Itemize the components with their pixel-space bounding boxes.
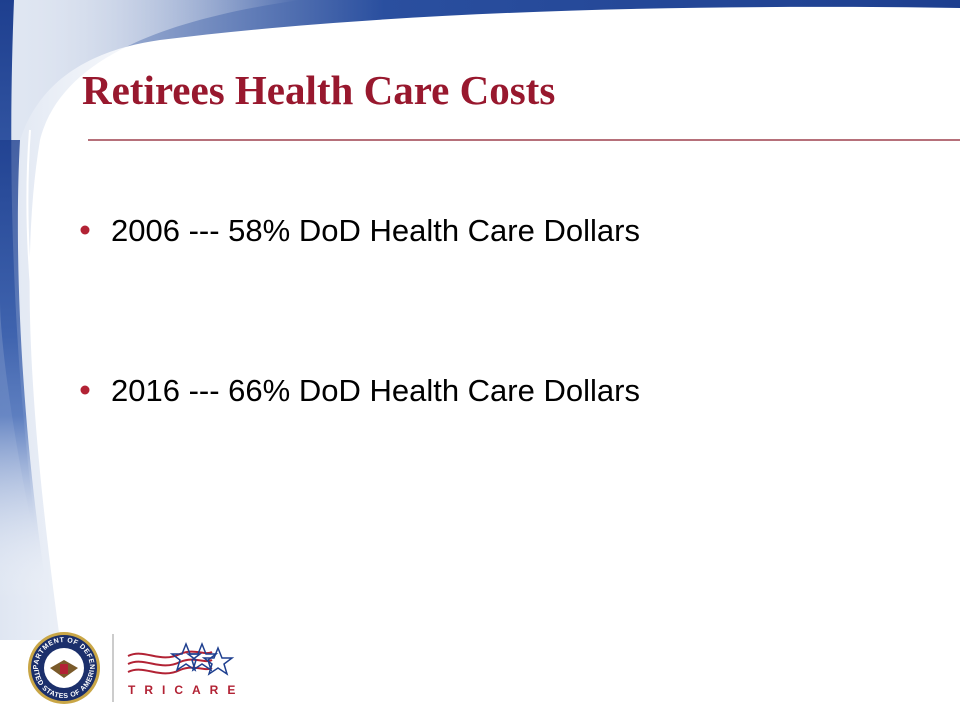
bullet-text: 2016 --- 66% DoD Health Care Dollars <box>111 373 640 408</box>
tricare-text: TRICARE <box>128 683 244 697</box>
swoosh-highlight <box>26 129 81 561</box>
left-band <box>0 140 48 600</box>
bullet-text: 2006 --- 58% DoD Health Care Dollars <box>111 213 640 248</box>
bullet-dot <box>80 225 90 235</box>
tricare-logo: TRICARE <box>127 641 244 697</box>
bullet-dot <box>80 385 90 395</box>
slide-title: Retirees Health Care Costs <box>82 67 555 113</box>
